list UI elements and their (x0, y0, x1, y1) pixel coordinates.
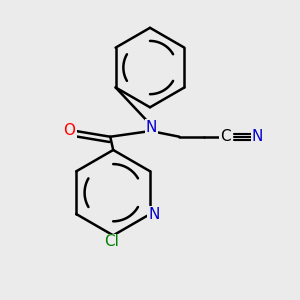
Text: Cl: Cl (104, 234, 119, 249)
Text: N: N (148, 206, 159, 221)
Text: C: C (220, 129, 230, 144)
Text: N: N (146, 120, 157, 135)
Text: O: O (64, 123, 76, 138)
Text: N: N (252, 129, 263, 144)
